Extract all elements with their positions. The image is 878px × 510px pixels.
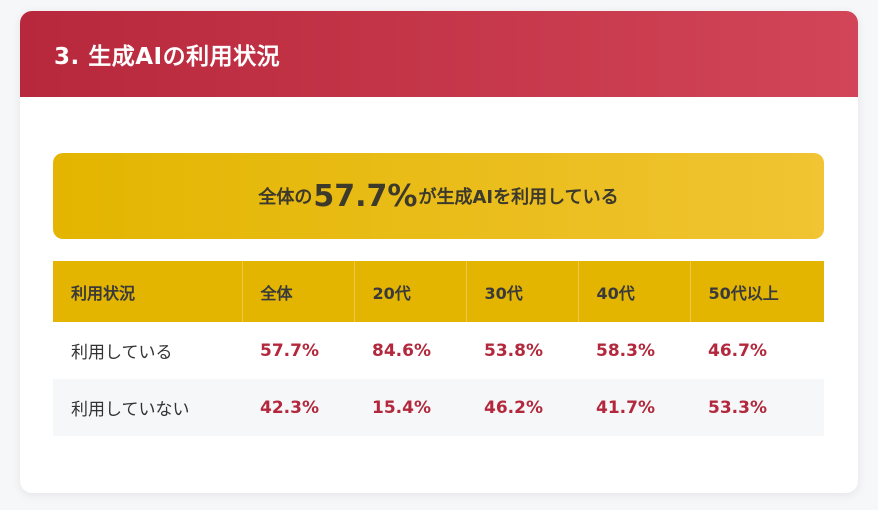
value-cell: 46.7% [708,340,767,361]
table-row: 利用していない 42.3% 15.4% 46.2% 41.7% 53.3% [53,379,824,436]
header-50s-plus: 50代以上 [690,261,824,322]
header-30s: 30代 [466,261,579,322]
card-header: 3. 生成AIの利用状況 [20,11,858,97]
header-40s: 40代 [578,261,691,322]
row-label: 利用している [71,343,173,363]
header-20s: 20代 [354,261,467,322]
usage-table: 利用状況 全体 20代 30代 40代 50代以上 利用している 57.7% 8… [53,261,824,436]
value-cell: 58.3% [596,340,655,361]
value-cell: 53.3% [690,379,824,436]
value-cell: 57.7% [260,340,319,361]
header-all: 全体 [242,261,355,322]
value-cell: 84.6% [372,340,431,361]
row-label: 利用していない [53,379,242,436]
value-cell: 42.3% [242,379,354,436]
highlight-banner: 全体の 57.7% が生成AIを利用している [53,153,824,239]
table-header-row: 利用状況 全体 20代 30代 40代 50代以上 [53,261,824,322]
highlight-value: 57.7% [313,178,418,214]
table-row: 利用している 57.7% 84.6% 53.8% 58.3% 46.7% [53,322,824,379]
value-cell: 46.2% [466,379,578,436]
value-cell: 53.8% [484,340,543,361]
highlight-suffix: が生成AIを利用している [418,187,619,208]
section-title: 3. 生成AIの利用状況 [54,44,281,70]
value-cell: 15.4% [354,379,466,436]
value-cell: 41.7% [578,379,690,436]
usage-card: 3. 生成AIの利用状況 全体の 57.7% が生成AIを利用している 利用状況 全… [20,11,858,493]
highlight-prefix: 全体の [258,187,313,208]
header-usage-status: 利用状況 [53,261,243,322]
